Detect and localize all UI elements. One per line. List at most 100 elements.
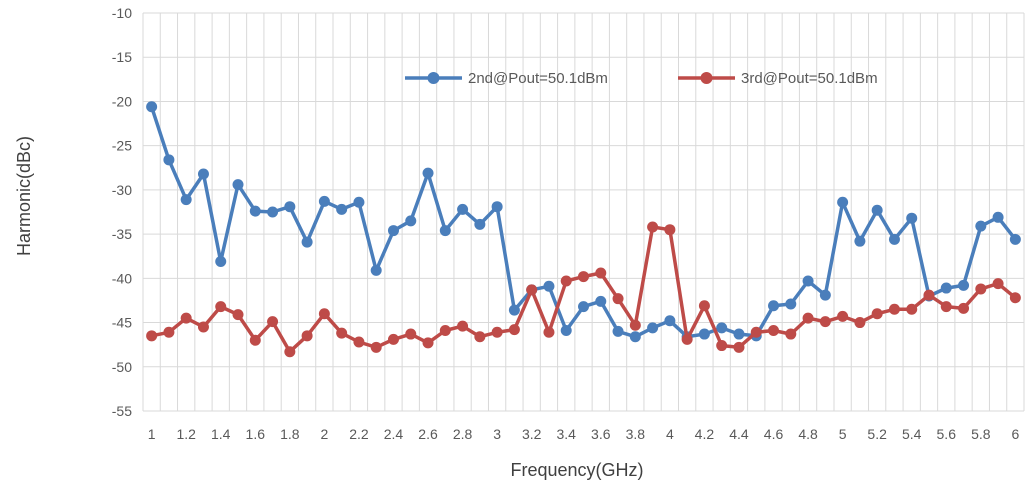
data-point — [180, 194, 192, 206]
data-point — [716, 322, 728, 334]
data-point — [629, 331, 641, 343]
data-point — [716, 340, 728, 352]
x-tick-label: 4.2 — [695, 426, 715, 442]
x-tick-label: 5.8 — [971, 426, 991, 442]
data-point — [595, 267, 607, 279]
data-point — [698, 300, 710, 312]
data-point — [768, 300, 780, 312]
data-point — [975, 283, 987, 295]
x-tick-label: 6 — [1011, 426, 1019, 442]
data-point — [837, 196, 849, 208]
x-tick-label: 1 — [148, 426, 156, 442]
data-point — [871, 204, 883, 216]
legend-label: 2nd@Pout=50.1dBm — [468, 70, 608, 87]
data-point — [301, 236, 313, 248]
data-point — [958, 302, 970, 314]
data-point — [1009, 292, 1021, 304]
series-2 — [146, 221, 1021, 358]
data-point — [474, 331, 486, 343]
data-point — [785, 328, 797, 340]
data-point — [439, 225, 451, 237]
data-point — [750, 326, 762, 338]
data-point — [387, 225, 399, 237]
x-tick-label: 3.6 — [591, 426, 611, 442]
data-point — [405, 328, 417, 340]
data-point — [578, 271, 589, 283]
data-point — [318, 308, 330, 320]
data-point — [336, 203, 348, 215]
series — [146, 101, 1021, 358]
y-tick-label: -30 — [112, 182, 132, 198]
x-tick-label: 3.8 — [626, 426, 646, 442]
x-tick-label: 4.4 — [729, 426, 749, 442]
y-tick-label: -15 — [112, 49, 132, 65]
y-tick-label: -35 — [112, 226, 132, 242]
data-point — [906, 303, 918, 315]
y-axis-ticks: -10 -15 -20 -25 -30 -35 -40 -45 -50 -55 — [112, 5, 132, 419]
data-point — [267, 206, 279, 218]
legend-swatch-marker — [427, 72, 440, 84]
data-point — [819, 289, 831, 301]
data-point — [249, 205, 261, 217]
x-tick-label: 2.2 — [349, 426, 369, 442]
x-tick-label: 1.6 — [246, 426, 266, 442]
y-tick-label: -40 — [112, 270, 132, 286]
data-point — [888, 233, 900, 245]
data-point — [888, 303, 900, 315]
data-point — [837, 310, 849, 322]
data-point — [629, 319, 641, 331]
legend-swatch-marker — [700, 72, 713, 84]
y-tick-label: -25 — [112, 138, 132, 154]
data-point — [733, 341, 745, 353]
data-point — [664, 224, 676, 236]
data-point — [871, 308, 883, 320]
data-point — [733, 328, 745, 340]
data-point — [647, 322, 659, 334]
data-point — [802, 275, 814, 287]
data-point — [197, 168, 209, 180]
data-point — [560, 325, 572, 337]
series-1 — [146, 101, 1021, 343]
data-point — [387, 333, 399, 345]
x-tick-label: 5 — [839, 426, 847, 442]
data-point — [1009, 233, 1021, 245]
data-point — [163, 326, 175, 338]
x-tick-label: 2.4 — [384, 426, 404, 442]
y-tick-label: -50 — [112, 359, 132, 375]
data-point — [578, 301, 589, 313]
data-point — [405, 215, 417, 227]
data-point — [232, 309, 244, 321]
data-point — [992, 278, 1004, 290]
data-point — [543, 326, 555, 338]
x-tick-label: 2 — [320, 426, 328, 442]
data-point — [595, 295, 607, 307]
y-tick-label: -45 — [112, 315, 132, 331]
data-point — [923, 289, 935, 301]
data-point — [906, 212, 918, 224]
data-point — [215, 301, 227, 313]
data-point — [526, 284, 538, 296]
data-point — [457, 203, 469, 215]
data-point — [197, 321, 209, 333]
data-point — [146, 330, 158, 342]
x-tick-label: 1.8 — [280, 426, 300, 442]
data-point — [785, 298, 797, 310]
x-tick-label: 4.6 — [764, 426, 784, 442]
data-point — [215, 256, 227, 268]
x-tick-label: 4.8 — [798, 426, 818, 442]
x-axis-title: Frequency(GHz) — [510, 460, 643, 480]
x-tick-label: 3 — [493, 426, 501, 442]
data-point — [768, 325, 780, 337]
data-point — [612, 293, 624, 305]
data-point — [370, 341, 382, 353]
data-point — [975, 220, 987, 232]
data-point — [854, 317, 866, 329]
data-point — [854, 235, 866, 247]
data-point — [146, 101, 158, 113]
x-tick-label: 5.6 — [937, 426, 957, 442]
data-point — [267, 316, 279, 328]
x-tick-label: 3.2 — [522, 426, 542, 442]
data-point — [508, 324, 520, 336]
data-point — [543, 280, 555, 292]
